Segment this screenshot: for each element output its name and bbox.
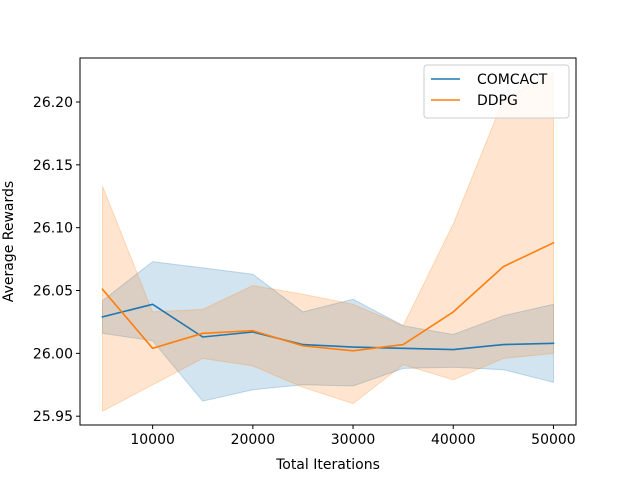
plot-frame (79, 57, 577, 426)
x-tick-label: 50000 (531, 432, 576, 448)
x-tick-label: 20000 (231, 432, 276, 448)
x-tick-label: 40000 (431, 432, 476, 448)
y-tick-label: 26.00 (33, 346, 73, 362)
y-axis-label: Average Rewards (1, 181, 17, 302)
legend: COMCACT DDPG (423, 64, 570, 119)
y-tick-label: 25.95 (33, 409, 73, 425)
y-tick-label: 26.15 (33, 158, 73, 174)
y-tick-label: 26.20 (33, 95, 73, 111)
x-tick-label: 30000 (331, 432, 376, 448)
ddpg-line (101, 241, 555, 352)
ddpg-confidence-band (102, 72, 554, 413)
legend-label-ddpg: DDPG (477, 93, 518, 109)
y-axis-ticks: 25.95 26.00 26.05 26.10 26.15 26.20 (33, 95, 80, 425)
series-lines (101, 241, 555, 352)
y-tick-label: 26.05 (33, 284, 73, 300)
confidence-bands (102, 72, 554, 413)
comcact-confidence-band (102, 261, 554, 402)
legend-box (423, 64, 570, 119)
comcact-line (101, 303, 555, 351)
legend-label-comcact: COMCACT (477, 72, 548, 88)
x-axis-label: Total Iterations (275, 457, 380, 473)
x-tick-label: 10000 (130, 432, 175, 448)
y-tick-label: 26.10 (33, 221, 73, 237)
x-axis-ticks: 10000 20000 30000 40000 50000 (130, 425, 576, 448)
